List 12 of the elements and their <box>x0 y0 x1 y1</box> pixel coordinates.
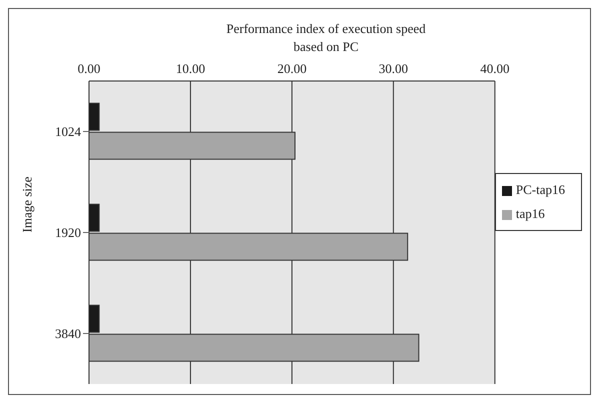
x-tick-label: 10.00 <box>176 61 206 76</box>
x-tick-label: 40.00 <box>480 61 510 76</box>
x-tick-label: 30.00 <box>378 61 408 76</box>
legend-label: tap16 <box>516 206 545 220</box>
x-tick-label: 20.00 <box>277 61 307 76</box>
x-axis-title: Performance index of execution speed based on PC <box>226 21 426 54</box>
y-tick-label: 3840 <box>55 326 81 342</box>
y-tick-label: 1920 <box>55 225 81 240</box>
x-tick-label: 0.00 <box>78 61 100 76</box>
y-axis-title: Image size <box>20 176 35 232</box>
legend-label: PC-tap16 <box>516 182 565 196</box>
y-tick-label: 1024 <box>55 124 82 140</box>
